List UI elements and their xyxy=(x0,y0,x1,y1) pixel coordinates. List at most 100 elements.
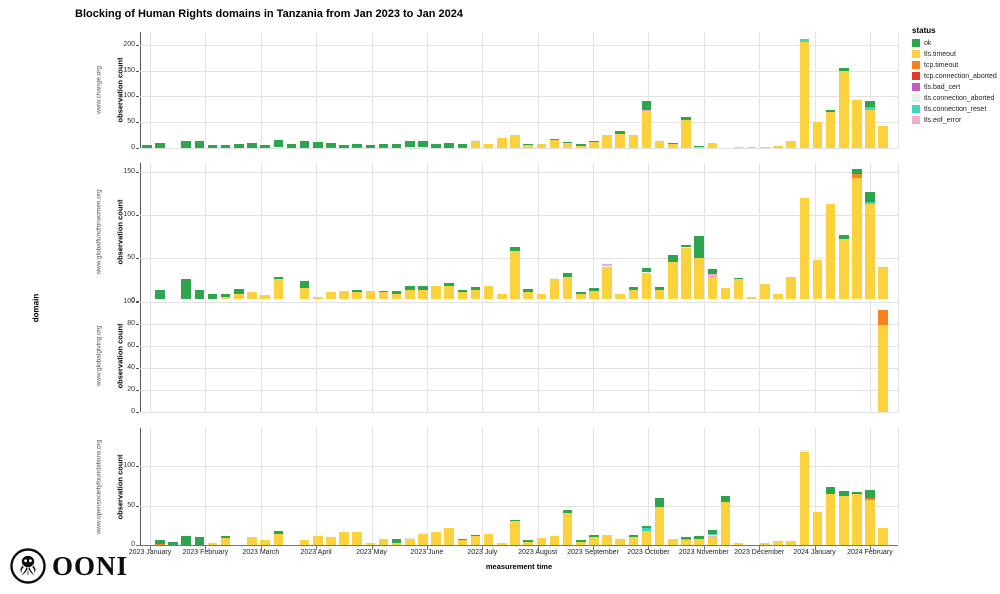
bar-segment-ok xyxy=(207,144,218,148)
month-label: 2023 May xyxy=(356,549,387,556)
bar-segment-tls.timeout xyxy=(602,266,612,301)
bar-segment-ok xyxy=(839,68,849,71)
y-tick-label: 50 xyxy=(127,501,135,509)
bar-segment-ok xyxy=(562,510,573,513)
bar-segment-ok xyxy=(562,273,573,277)
y-tick-mark xyxy=(136,70,139,72)
bar-segment-ok xyxy=(628,534,638,538)
bar-segment-ok xyxy=(286,143,297,148)
bar-segment-ok xyxy=(852,169,862,175)
y-gridline xyxy=(140,390,898,392)
y-tick-label: 40 xyxy=(127,364,135,372)
bar-segment-ok xyxy=(194,537,205,545)
chart-title: Blocking of Human Rights domains in Tanz… xyxy=(75,8,463,20)
bar-segment-tls.timeout xyxy=(760,283,770,302)
bar-segment-tls.timeout xyxy=(654,507,665,545)
bar-segment-tls.timeout xyxy=(707,537,717,545)
bar-segment-ok xyxy=(352,144,362,147)
bar-segment-tls.timeout xyxy=(681,247,691,301)
month-label: 2023 April xyxy=(300,549,332,556)
facet-domain-label: www.globalgiving.org xyxy=(95,324,103,387)
x-tick-mark xyxy=(869,546,871,550)
legend-swatch-tcp.timeout xyxy=(912,61,920,69)
month-gridline xyxy=(205,428,207,545)
y-tick-mark xyxy=(136,324,139,326)
bar-segment-tls.timeout xyxy=(681,119,691,148)
bar-segment-ok xyxy=(865,191,875,202)
facet-axis-title: domain xyxy=(31,293,41,323)
bar-segment-ok xyxy=(444,142,454,148)
bar-segment-tls.timeout xyxy=(576,145,586,148)
bar-segment-tls.timeout xyxy=(720,501,731,545)
month-gridline xyxy=(260,163,262,301)
bar-segment-tls.timeout xyxy=(628,537,638,545)
y-axis-title: observation count xyxy=(115,322,125,389)
month-gridline xyxy=(869,428,871,545)
legend-swatch-tls.connection_reset xyxy=(912,105,920,113)
month-gridline xyxy=(648,163,650,301)
bar-segment-tls.timeout xyxy=(615,133,625,148)
bar-segment-ok xyxy=(418,141,428,148)
bar-segment-ok xyxy=(825,487,836,494)
bar-segment-tls.timeout xyxy=(628,135,638,148)
bar-segment-tls.timeout xyxy=(760,543,770,545)
bar-segment-ok xyxy=(720,496,731,502)
bar-segment-tls.connection_reset xyxy=(641,528,652,531)
y-tick-label: 0 xyxy=(131,297,135,304)
y-gridline xyxy=(140,96,898,98)
bar-segment-ok xyxy=(220,535,231,538)
month-gridline xyxy=(759,428,761,545)
bar-segment-ok xyxy=(839,491,849,496)
bar-segment-tls.timeout xyxy=(549,279,560,301)
bar-segment-ok xyxy=(576,540,586,542)
bar-segment-tls.timeout xyxy=(536,537,546,545)
month-gridline xyxy=(150,32,151,148)
bar-segment-ok xyxy=(523,288,533,293)
bar-segment-ok xyxy=(641,526,652,529)
bar-segment-ok xyxy=(668,255,678,263)
bar-segment-ok xyxy=(181,535,191,545)
bar-segment-tls.timeout xyxy=(470,289,481,301)
bar-segment-tls.bad_cert xyxy=(457,147,468,148)
bar-segment-ok xyxy=(681,537,691,539)
bar-segment-tls.timeout xyxy=(641,530,652,545)
x-tick-mark xyxy=(150,546,151,550)
bar-segment-tls.timeout xyxy=(510,521,520,545)
bar-segment-ok xyxy=(694,535,704,539)
bar-segment-tls.timeout xyxy=(654,289,665,301)
bar-segment-tls.timeout xyxy=(470,141,481,148)
month-gridline xyxy=(482,299,484,412)
month-gridline xyxy=(814,299,816,412)
bar-segment-tls.timeout xyxy=(602,534,612,545)
bar-segment-tls.connection_reset xyxy=(707,533,717,536)
month-gridline xyxy=(426,32,428,148)
x-tick-mark xyxy=(260,546,262,550)
month-gridline xyxy=(150,163,151,301)
plot-right-edge xyxy=(898,32,899,148)
bar-segment-tls.timeout xyxy=(852,99,862,148)
y-tick-mark xyxy=(136,301,139,302)
bar-segment-tls.timeout xyxy=(444,528,454,545)
ooni-logo: OONI xyxy=(8,546,128,586)
month-gridline xyxy=(260,32,262,148)
plot-right-edge xyxy=(898,163,899,301)
bar-segment-ok xyxy=(641,268,652,273)
bar-segment-tls.connection_aborted xyxy=(405,537,415,539)
bar-segment-tls.timeout xyxy=(865,499,875,545)
bar-segment-tls.timeout xyxy=(365,290,376,301)
bar-segment-tls.timeout xyxy=(602,135,612,148)
month-gridline xyxy=(759,163,761,301)
bar-segment-tls.timeout xyxy=(523,541,533,545)
bar-segment-tls.timeout xyxy=(654,141,665,148)
legend-label: tls.timeout xyxy=(924,50,956,58)
month-label: 2023 March xyxy=(242,549,280,556)
bar-segment-tls.timeout xyxy=(549,536,560,545)
bar-segment-ok xyxy=(852,492,862,494)
y-gridline xyxy=(140,412,898,413)
bar-segment-ok xyxy=(589,288,599,291)
y-tick-label: 100 xyxy=(123,298,135,306)
month-gridline xyxy=(648,299,650,412)
bar-segment-tls.timeout xyxy=(746,146,757,148)
y-gridline xyxy=(140,44,898,46)
bar-segment-ok xyxy=(273,139,283,148)
